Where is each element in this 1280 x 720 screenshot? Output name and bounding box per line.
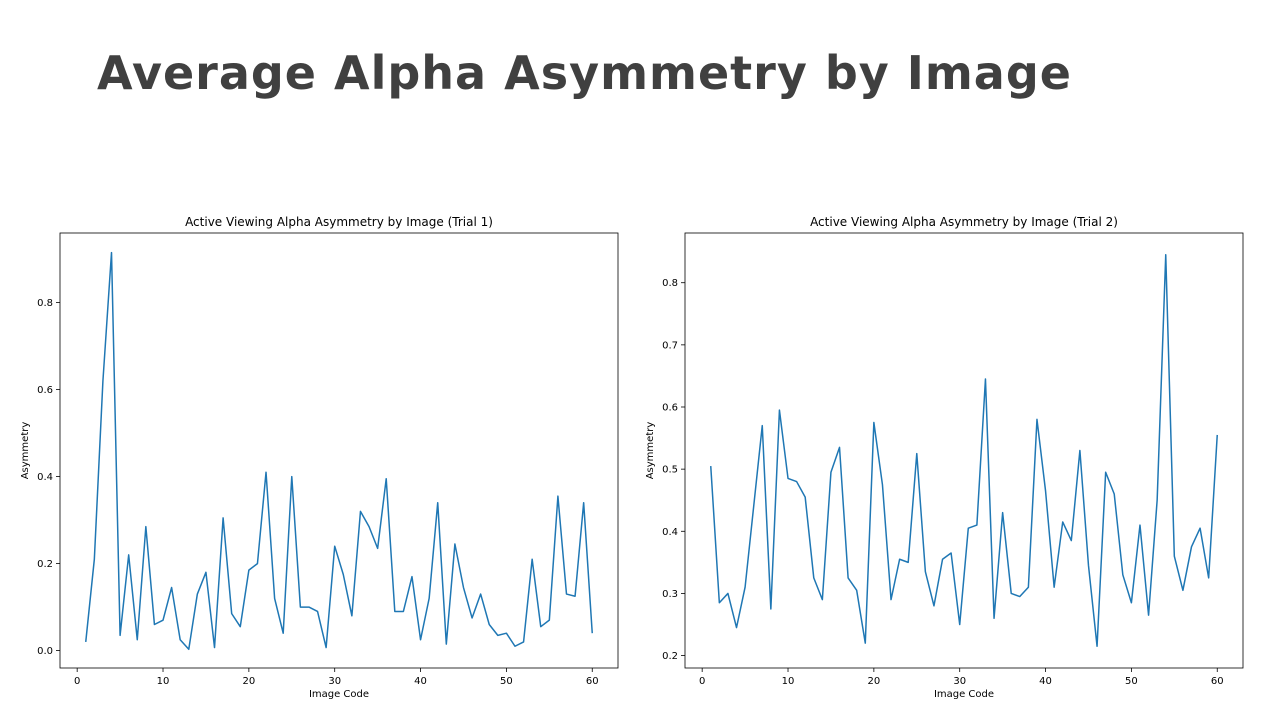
chart-trial-2: Active Viewing Alpha Asymmetry by Image … (645, 215, 1244, 700)
x-tick-label: 0 (74, 676, 80, 687)
x-tick-label: 10 (157, 676, 170, 687)
x-tick-label: 30 (953, 676, 966, 687)
x-tick-label: 40 (414, 676, 427, 687)
y-tick-label: 0.6 (37, 385, 53, 396)
x-tick-label: 50 (500, 676, 513, 687)
x-tick-label: 30 (328, 676, 341, 687)
series-line (710, 254, 1218, 647)
x-tick-label: 20 (867, 676, 880, 687)
y-tick-label: 0.5 (662, 465, 678, 476)
y-tick-label: 0.8 (37, 298, 53, 309)
y-tick-label: 0.3 (662, 589, 678, 600)
y-tick-label: 0.7 (662, 340, 678, 351)
chart-title: Active Viewing Alpha Asymmetry by Image … (185, 215, 493, 229)
y-tick-label: 0.2 (662, 651, 678, 662)
y-tick-label: 0.4 (662, 527, 678, 538)
y-axis-label: Asymmetry (645, 422, 656, 480)
x-axis-label: Image Code (309, 689, 369, 700)
y-tick-label: 0.6 (662, 403, 678, 414)
y-tick-label: 0.0 (37, 646, 53, 657)
x-tick-label: 40 (1039, 676, 1052, 687)
y-axis-label: Asymmetry (20, 422, 31, 480)
series-line (85, 251, 593, 651)
x-tick-label: 0 (699, 676, 705, 687)
x-tick-label: 60 (1211, 676, 1224, 687)
slide-title: Average Alpha Asymmetry by Image (97, 46, 1072, 100)
plot-frame (59, 232, 619, 669)
chart-trial-1: Active Viewing Alpha Asymmetry by Image … (20, 215, 619, 700)
plot-frame (684, 232, 1244, 669)
x-tick-label: 60 (586, 676, 599, 687)
y-tick-label: 0.2 (37, 559, 53, 570)
x-tick-label: 50 (1125, 676, 1138, 687)
x-tick-label: 20 (242, 676, 255, 687)
y-tick-label: 0.4 (37, 472, 53, 483)
x-tick-label: 10 (782, 676, 795, 687)
y-tick-label: 0.8 (662, 278, 678, 289)
x-axis-label: Image Code (934, 689, 994, 700)
chart-title: Active Viewing Alpha Asymmetry by Image … (810, 215, 1118, 229)
